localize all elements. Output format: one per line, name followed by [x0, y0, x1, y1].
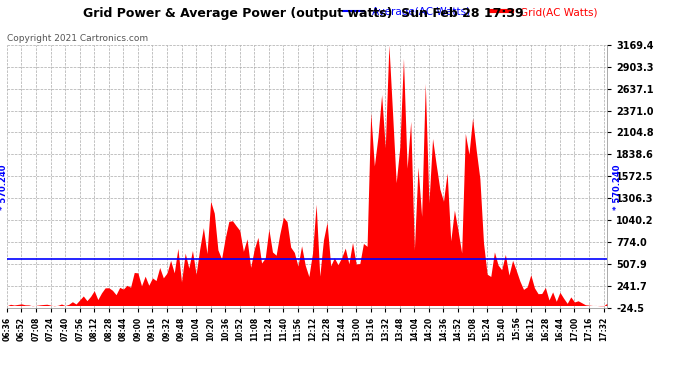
- Legend: Average(AC Watts), Grid(AC Watts): Average(AC Watts), Grid(AC Watts): [339, 3, 602, 21]
- Text: * 570.240: * 570.240: [613, 165, 622, 210]
- Text: Copyright 2021 Cartronics.com: Copyright 2021 Cartronics.com: [7, 34, 148, 43]
- Text: Grid Power & Average Power (output watts)  Sun Feb 28 17:39: Grid Power & Average Power (output watts…: [83, 8, 524, 21]
- Text: * 570.240: * 570.240: [0, 165, 8, 210]
